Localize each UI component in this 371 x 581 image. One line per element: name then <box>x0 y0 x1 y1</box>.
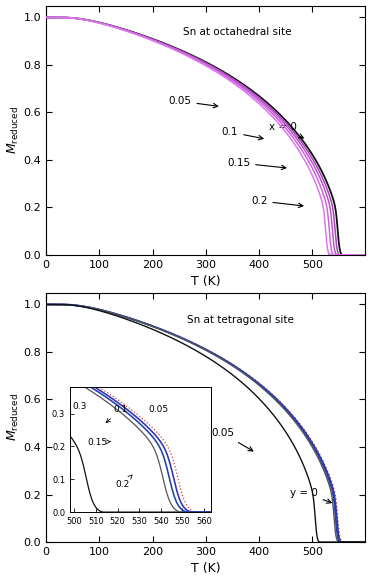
Text: x = 0: x = 0 <box>269 122 303 138</box>
Text: 0.05: 0.05 <box>168 96 218 108</box>
X-axis label: T (K): T (K) <box>191 562 220 575</box>
X-axis label: T (K): T (K) <box>191 275 220 288</box>
Text: 0.1: 0.1 <box>222 127 263 140</box>
Text: 0.15: 0.15 <box>227 158 286 170</box>
Text: Sn at tetragonal site: Sn at tetragonal site <box>187 314 293 325</box>
Y-axis label: $M_{\rm reduced}$: $M_{\rm reduced}$ <box>6 106 21 154</box>
Y-axis label: $M_{\rm reduced}$: $M_{\rm reduced}$ <box>6 393 21 441</box>
Text: 0.2: 0.2 <box>251 196 303 207</box>
Text: y = 0: y = 0 <box>290 487 331 503</box>
Text: Sn at octahedral site: Sn at octahedral site <box>183 27 292 38</box>
Text: 0.05: 0.05 <box>211 428 253 451</box>
